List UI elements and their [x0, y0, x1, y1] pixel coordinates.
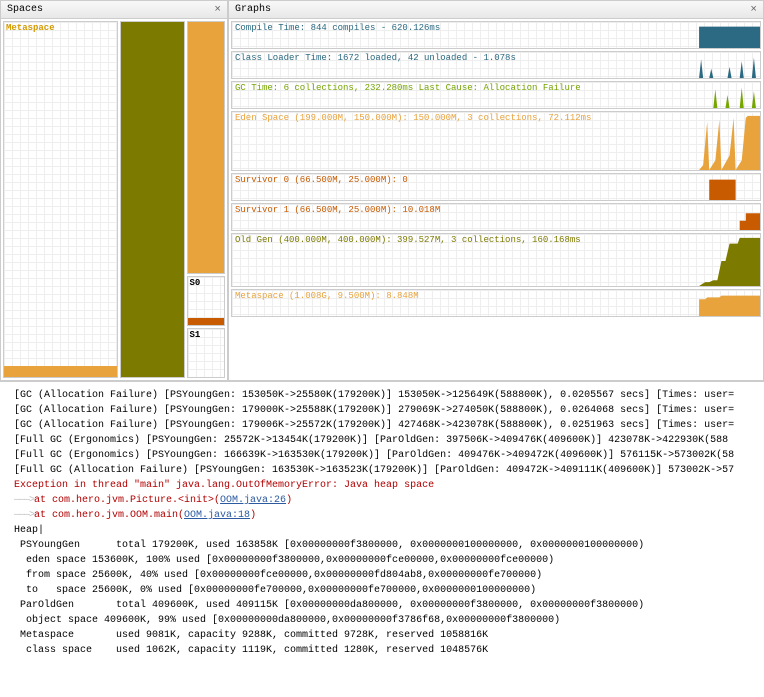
graph-title: Old Gen (400.000M, 400.000M): 399.527M, …: [235, 235, 581, 245]
graphs-title: Graphs: [235, 4, 271, 15]
graph-row: Old Gen (400.000M, 400.000M): 399.527M, …: [231, 233, 761, 287]
heap-line: class space used 1062K, capacity 1119K, …: [14, 643, 750, 658]
space-s1: S1: [187, 328, 225, 378]
spaces-panel-header: Spaces ×: [1, 1, 227, 19]
graph-title: Eden Space (199.000M, 150.000M): 150.000…: [235, 113, 591, 123]
console-line: [GC (Allocation Failure) [PSYoungGen: 17…: [14, 403, 750, 418]
graph-title: Survivor 0 (66.500M, 25.000M): 0: [235, 175, 408, 185]
graph-title: Survivor 1 (66.500M, 25.000M): 10.018M: [235, 205, 440, 215]
stack-arrow-icon: ———>: [14, 510, 34, 521]
graph-row: Class Loader Time: 1672 loaded, 42 unloa…: [231, 51, 761, 79]
source-link[interactable]: OOM.java:18: [184, 510, 250, 521]
stack-frame: ———>at com.hero.jvm.Picture.<init>(OOM.j…: [14, 493, 750, 508]
space-label: S1: [190, 330, 201, 340]
graph-title: Compile Time: 844 compiles - 620.126ms: [235, 23, 440, 33]
space-label: Metaspace: [6, 23, 55, 33]
graphs-body: Compile Time: 844 compiles - 620.126ms Cl…: [229, 19, 763, 380]
space-label: S0: [190, 278, 201, 288]
spaces-body: Metaspace Old Eden S0: [1, 19, 227, 380]
heap-header: Heap: [14, 523, 750, 538]
graph-row: Metaspace (1.008G, 9.500M): 8.848M: [231, 289, 761, 317]
console-output: [GC (Allocation Failure) [PSYoungGen: 15…: [0, 382, 764, 664]
console-line: [Full GC (Ergonomics) [PSYoungGen: 25572…: [14, 433, 750, 448]
close-icon[interactable]: ×: [750, 4, 757, 16]
heap-line: PSYoungGen total 179200K, used 163858K […: [14, 538, 750, 553]
console-line: [Full GC (Allocation Failure) [PSYoungGe…: [14, 463, 750, 478]
console-line: [GC (Allocation Failure) [PSYoungGen: 17…: [14, 418, 750, 433]
heap-line: to space 25600K, 0% used [0x00000000fe70…: [14, 583, 750, 598]
top-section: Spaces × Metaspace Old Eden: [0, 0, 764, 382]
heap-line: ParOldGen total 409600K, used 409115K [0…: [14, 598, 750, 613]
space-fill: [121, 22, 183, 377]
heap-line: from space 25600K, 40% used [0x00000000f…: [14, 568, 750, 583]
space-s0: S0: [187, 276, 225, 326]
graph-title: GC Time: 6 collections, 232.280ms Last C…: [235, 83, 581, 93]
exception-header: Exception in thread "main" java.lang.Out…: [14, 478, 750, 493]
graphs-panel: Graphs × Compile Time: 844 compiles - 62…: [228, 0, 764, 381]
stack-frame: ———>at com.hero.jvm.OOM.main(OOM.java:18…: [14, 508, 750, 523]
spaces-panel: Spaces × Metaspace Old Eden: [0, 0, 228, 381]
console-line: [GC (Allocation Failure) [PSYoungGen: 15…: [14, 388, 750, 403]
spaces-title: Spaces: [7, 4, 43, 15]
graph-title: Metaspace (1.008G, 9.500M): 8.848M: [235, 291, 419, 301]
graph-row: GC Time: 6 collections, 232.280ms Last C…: [231, 81, 761, 109]
space-eden: Eden: [187, 21, 225, 274]
graph-title: Class Loader Time: 1672 loaded, 42 unloa…: [235, 53, 516, 63]
heap-line: Metaspace used 9081K, capacity 9288K, co…: [14, 628, 750, 643]
space-old: Old: [120, 21, 184, 378]
graph-row: Survivor 0 (66.500M, 25.000M): 0: [231, 173, 761, 201]
graph-row: Compile Time: 844 compiles - 620.126ms: [231, 21, 761, 49]
graphs-panel-header: Graphs ×: [229, 1, 763, 19]
source-link[interactable]: OOM.java:26: [220, 495, 286, 506]
console-line: [Full GC (Ergonomics) [PSYoungGen: 16663…: [14, 448, 750, 463]
space-fill: [188, 318, 224, 325]
space-fill: [4, 366, 117, 377]
stack-arrow-icon: ———>: [14, 495, 34, 506]
space-metaspace: Metaspace: [3, 21, 118, 378]
graph-row: Eden Space (199.000M, 150.000M): 150.000…: [231, 111, 761, 171]
heap-line: object space 409600K, 99% used [0x000000…: [14, 613, 750, 628]
close-icon[interactable]: ×: [214, 4, 221, 16]
heap-line: eden space 153600K, 100% used [0x0000000…: [14, 553, 750, 568]
space-fill: [188, 22, 224, 273]
graph-row: Survivor 1 (66.500M, 25.000M): 10.018M: [231, 203, 761, 231]
